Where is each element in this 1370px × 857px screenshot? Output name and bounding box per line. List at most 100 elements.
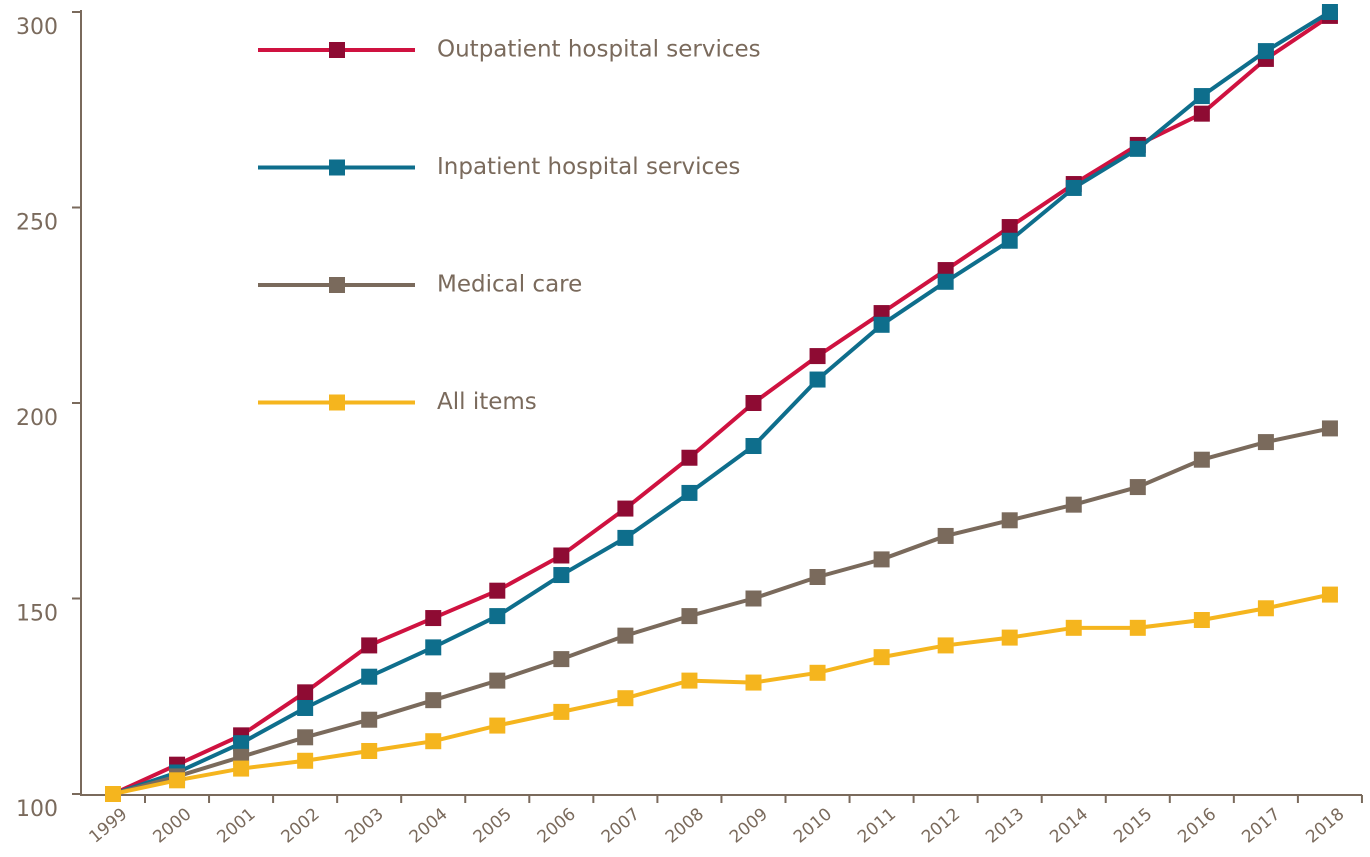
legend-marker bbox=[329, 42, 345, 58]
marker bbox=[809, 664, 826, 681]
marker bbox=[1257, 43, 1274, 60]
marker bbox=[361, 742, 378, 759]
x-tick-label: 2000 bbox=[149, 804, 195, 847]
marker bbox=[1001, 219, 1018, 236]
marker bbox=[1321, 586, 1338, 603]
legend-label: Inpatient hospital services bbox=[437, 154, 740, 180]
marker bbox=[809, 348, 826, 365]
x-tick-label: 2010 bbox=[790, 804, 836, 847]
marker bbox=[873, 316, 890, 333]
marker bbox=[745, 438, 762, 455]
marker bbox=[1129, 619, 1146, 636]
marker bbox=[873, 649, 890, 666]
x-tick-label: 2011 bbox=[854, 804, 900, 847]
marker bbox=[937, 527, 954, 544]
x-tick-label: 2009 bbox=[726, 804, 772, 847]
marker bbox=[1193, 451, 1210, 468]
y-tick-label: 150 bbox=[16, 602, 58, 627]
marker bbox=[425, 692, 442, 709]
marker bbox=[1257, 600, 1274, 617]
marker bbox=[617, 627, 634, 644]
legend-marker bbox=[329, 394, 345, 411]
x-tick-label: 2003 bbox=[342, 804, 388, 847]
x-tick-label: 2012 bbox=[918, 804, 964, 847]
x-tick-label: 2018 bbox=[1302, 804, 1348, 847]
marker bbox=[745, 674, 762, 691]
marker bbox=[425, 733, 442, 750]
marker bbox=[297, 752, 314, 769]
marker bbox=[297, 699, 314, 716]
marker bbox=[1065, 179, 1082, 196]
marker bbox=[617, 529, 634, 546]
series-line bbox=[112, 426, 1331, 796]
marker bbox=[1001, 629, 1018, 646]
y-tick-label: 100 bbox=[16, 797, 58, 822]
marker bbox=[681, 484, 698, 501]
marker bbox=[233, 760, 250, 777]
marker bbox=[169, 772, 186, 789]
x-tick-label: 2007 bbox=[598, 804, 644, 847]
marker bbox=[617, 500, 634, 517]
marker bbox=[1193, 612, 1210, 629]
x-tick-label: 2008 bbox=[662, 804, 708, 847]
marker bbox=[745, 590, 762, 607]
marker bbox=[873, 551, 890, 568]
marker bbox=[489, 672, 506, 689]
marker bbox=[681, 672, 698, 689]
legend-marker bbox=[329, 277, 345, 293]
legend-marker bbox=[329, 159, 345, 176]
marker bbox=[617, 690, 634, 707]
marker bbox=[1065, 619, 1082, 636]
y-tick-label: 250 bbox=[16, 211, 58, 236]
x-tick-label: 2001 bbox=[214, 804, 260, 847]
marker bbox=[809, 568, 826, 585]
marker bbox=[1193, 105, 1210, 122]
y-tick-label: 300 bbox=[16, 15, 58, 40]
marker bbox=[361, 668, 378, 685]
x-tick-label: 2015 bbox=[1110, 804, 1156, 847]
marker bbox=[297, 729, 314, 746]
legend-label: All items bbox=[437, 389, 537, 415]
marker bbox=[361, 637, 378, 654]
x-tick-label: 2002 bbox=[278, 804, 324, 847]
marker bbox=[745, 395, 762, 411]
x-tick-label: 2017 bbox=[1238, 804, 1284, 847]
legend-label: Outpatient hospital services bbox=[437, 37, 761, 63]
marker bbox=[1321, 420, 1338, 437]
series-line bbox=[112, 14, 1332, 796]
marker bbox=[553, 547, 570, 564]
marker bbox=[553, 567, 570, 584]
marker bbox=[1257, 434, 1274, 451]
legend-label: Medical care bbox=[437, 272, 582, 298]
marker bbox=[489, 717, 506, 734]
marker bbox=[809, 371, 826, 388]
series-line bbox=[112, 10, 1331, 796]
marker bbox=[1001, 232, 1018, 249]
marker bbox=[1065, 496, 1082, 513]
marker bbox=[681, 449, 698, 466]
x-tick-label: 2004 bbox=[406, 804, 452, 847]
marker bbox=[937, 273, 954, 290]
marker bbox=[425, 639, 442, 656]
marker bbox=[1129, 479, 1146, 496]
x-tick-label: 2016 bbox=[1174, 804, 1220, 847]
marker bbox=[489, 608, 506, 625]
marker bbox=[105, 786, 121, 802]
series-line bbox=[112, 592, 1331, 796]
marker bbox=[489, 582, 506, 599]
marker bbox=[1321, 4, 1338, 20]
x-tick-label: 2014 bbox=[1046, 804, 1092, 847]
marker bbox=[553, 703, 570, 720]
x-tick-label: 2005 bbox=[470, 804, 516, 847]
marker bbox=[425, 610, 442, 627]
marker bbox=[681, 608, 698, 625]
marker bbox=[233, 735, 250, 752]
marker bbox=[1129, 140, 1146, 157]
marker bbox=[1001, 512, 1018, 529]
marker bbox=[297, 684, 314, 701]
x-tick-label: 2013 bbox=[982, 804, 1028, 847]
marker bbox=[553, 651, 570, 668]
marker bbox=[1193, 88, 1210, 105]
y-tick-label: 200 bbox=[16, 406, 58, 431]
